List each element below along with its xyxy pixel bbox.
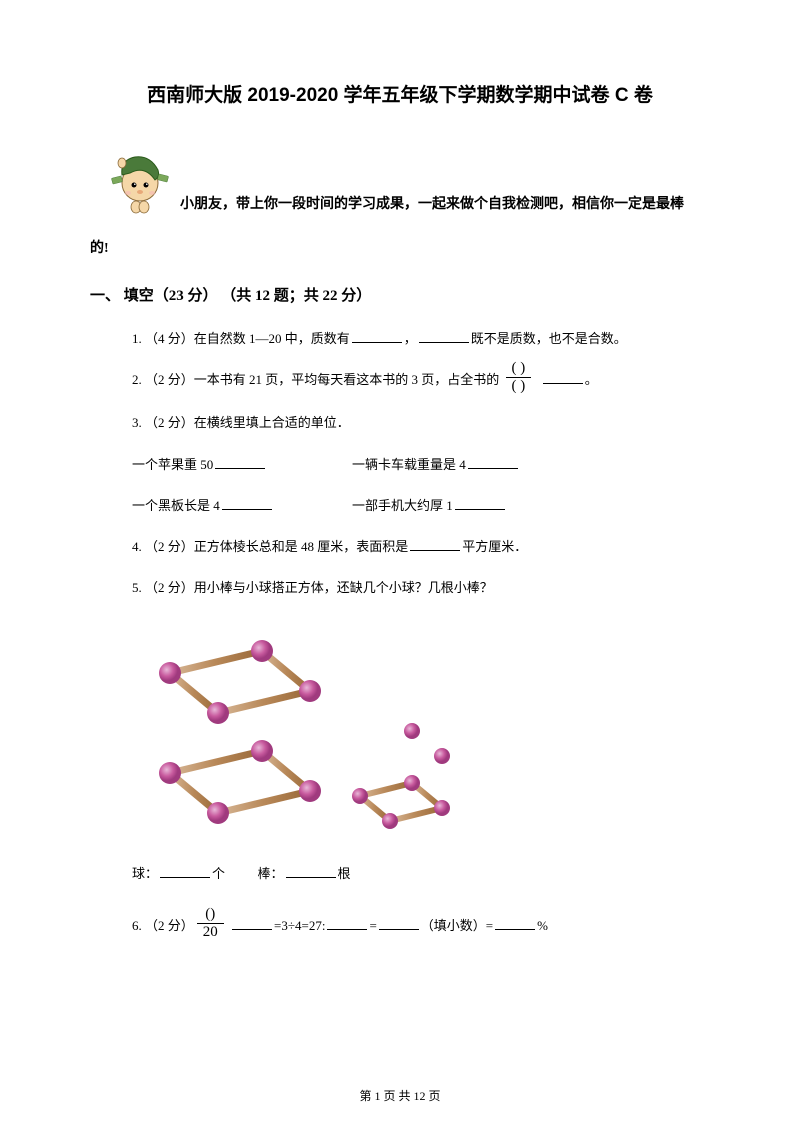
cube-diagram-row xyxy=(90,613,710,838)
q1-mid: ， xyxy=(404,331,417,346)
intro-text-1: 小朋友，带上你一段时间的学习成果，一起来做个自我检测吧，相信你一定是最棒 xyxy=(170,145,710,223)
q3-blank-1[interactable] xyxy=(215,455,265,469)
q3-r1b: 一辆卡车载重量是 4 xyxy=(352,457,466,472)
q2-blank[interactable] xyxy=(543,370,583,384)
q5-stick-label: 棒： xyxy=(258,866,284,881)
q3-blank-2[interactable] xyxy=(468,455,518,469)
question-5: 5. （2 分）用小棒与小球搭正方体，还缺几个小球？几根小棒？ xyxy=(90,572,710,603)
q6-blank-1[interactable] xyxy=(232,916,272,930)
incomplete-cube xyxy=(352,723,450,829)
q6-blank-2[interactable] xyxy=(327,916,367,930)
q1-blank-2[interactable] xyxy=(419,329,469,343)
q1-blank-1[interactable] xyxy=(352,329,402,343)
q2-prefix: 2. （2 分）一本书有 21 页，平均每天看这本书的 3 页，占全书的 xyxy=(132,372,499,387)
complete-cube xyxy=(159,640,321,824)
q4-blank[interactable] xyxy=(410,537,460,551)
page-footer: 第 1 页 共 12 页 xyxy=(0,1087,800,1104)
q3-blank-3[interactable] xyxy=(222,496,272,510)
q6-prefix: 6. （2 分） xyxy=(132,918,194,933)
q4-prefix: 4. （2 分）正方体棱长总和是 48 厘米，表面积是 xyxy=(132,539,408,554)
section-1-header: 一、 填空（23 分） （共 12 题；共 22 分） xyxy=(90,284,710,305)
intro-text-2: 的! xyxy=(90,231,710,267)
intro-row: 小朋友，带上你一段时间的学习成果，一起来做个自我检测吧，相信你一定是最棒 xyxy=(90,145,710,223)
q5-ball-label: 球： xyxy=(132,866,158,881)
mascot-icon xyxy=(110,145,170,215)
page-title: 西南师大版 2019-2020 学年五年级下学期数学期中试卷 C 卷 xyxy=(90,80,710,107)
question-4: 4. （2 分）正方体棱长总和是 48 厘米，表面积是 平方厘米． xyxy=(90,531,710,562)
q6-mid2: = xyxy=(369,918,376,933)
q6-blank-4[interactable] xyxy=(495,916,535,930)
q3-r1a: 一个苹果重 50 xyxy=(132,457,213,472)
q2-suffix: 。 xyxy=(585,372,598,387)
q1-suffix: 既不是质数，也不是合数。 xyxy=(471,331,627,346)
q3-r2a: 一个黑板长是 4 xyxy=(132,498,220,513)
q5-ball-unit: 个 xyxy=(212,866,225,881)
question-2: 2. （2 分）一本书有 21 页，平均每天看这本书的 3 页，占全书的 ( )… xyxy=(90,364,710,398)
q6-mid1: =3÷4=27: xyxy=(274,918,325,933)
q2-frac-num: ( ) xyxy=(506,361,532,378)
cube-diagram xyxy=(132,613,472,833)
q5-ball-blank[interactable] xyxy=(160,864,210,878)
q6-frac-den: 20 xyxy=(197,924,224,940)
q2-fraction: ( ) ( ) xyxy=(506,361,532,394)
q1-prefix: 1. （4 分）在自然数 1—20 中，质数有 xyxy=(132,331,350,346)
q3-blank-4[interactable] xyxy=(455,496,505,510)
q6-suffix: % xyxy=(537,918,548,933)
question-3-header: 3. （2 分）在横线里填上合适的单位． xyxy=(90,407,710,438)
question-1: 1. （4 分）在自然数 1—20 中，质数有 ， 既不是质数，也不是合数。 xyxy=(90,323,710,354)
q5-stick-unit: 根 xyxy=(338,866,351,881)
q2-frac-den: ( ) xyxy=(506,378,532,394)
q6-fraction: () 20 xyxy=(197,907,224,940)
question-3-row2: 一个黑板长是 4 一部手机大约厚 1 xyxy=(90,490,710,521)
question-6: 6. （2 分） () 20 =3÷4=27: = （填小数）=% xyxy=(90,910,710,944)
q6-dec-label: （填小数）= xyxy=(421,918,493,933)
q6-frac-num: () xyxy=(197,907,224,924)
q4-suffix: 平方厘米． xyxy=(462,539,527,554)
q5-stick-blank[interactable] xyxy=(286,864,336,878)
question-3-row1: 一个苹果重 50 一辆卡车载重量是 4 xyxy=(90,449,710,480)
question-5-answers: 球： 个 棒： 根 xyxy=(90,858,710,889)
q6-blank-3[interactable] xyxy=(379,916,419,930)
q3-r2b: 一部手机大约厚 1 xyxy=(352,498,453,513)
